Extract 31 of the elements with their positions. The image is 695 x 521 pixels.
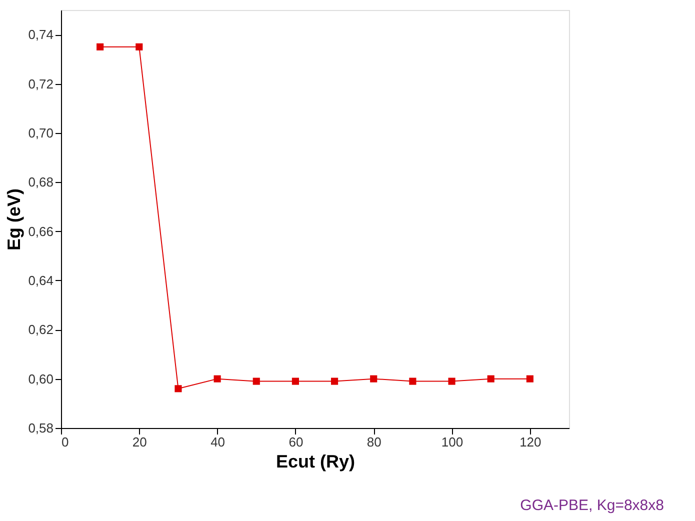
y-tick-label: 0,62 (28, 322, 54, 338)
point (252, 378, 260, 385)
y-tick-label: 0,74 (28, 27, 54, 42)
point (96, 43, 104, 50)
point (136, 43, 143, 50)
y-tick-label: 0,72 (28, 76, 54, 92)
point (292, 378, 299, 385)
point (409, 378, 416, 385)
point (487, 375, 494, 382)
y-tick-label: 0,70 (28, 125, 54, 140)
y-tick-label: 0,58 (28, 420, 54, 436)
text: GGA-PBE, Kg=8x8x8 (520, 497, 664, 514)
x-tick-label: 100 (441, 434, 464, 450)
x-axis-title: Ecut (Ry) (276, 452, 356, 472)
y-axis-title: Eg (eV) (4, 188, 24, 251)
y-tick-label: 0,66 (28, 224, 54, 239)
y-tick-label: 0,64 (28, 272, 54, 288)
x-tick-label: 80 (366, 434, 382, 450)
point (214, 375, 221, 382)
point (526, 375, 534, 382)
x-tick-label: 0 (62, 434, 69, 450)
point (174, 385, 182, 392)
point (370, 375, 378, 382)
y-tick-label: 0,60 (28, 371, 54, 386)
x-tick-label: 120 (520, 434, 542, 450)
x-tick-label: 20 (132, 434, 147, 450)
x-tick-label: 60 (288, 434, 304, 450)
point (331, 378, 338, 385)
point (448, 378, 456, 385)
x-tick-label: 40 (210, 434, 226, 450)
y-tick-label: 0,68 (28, 174, 54, 190)
